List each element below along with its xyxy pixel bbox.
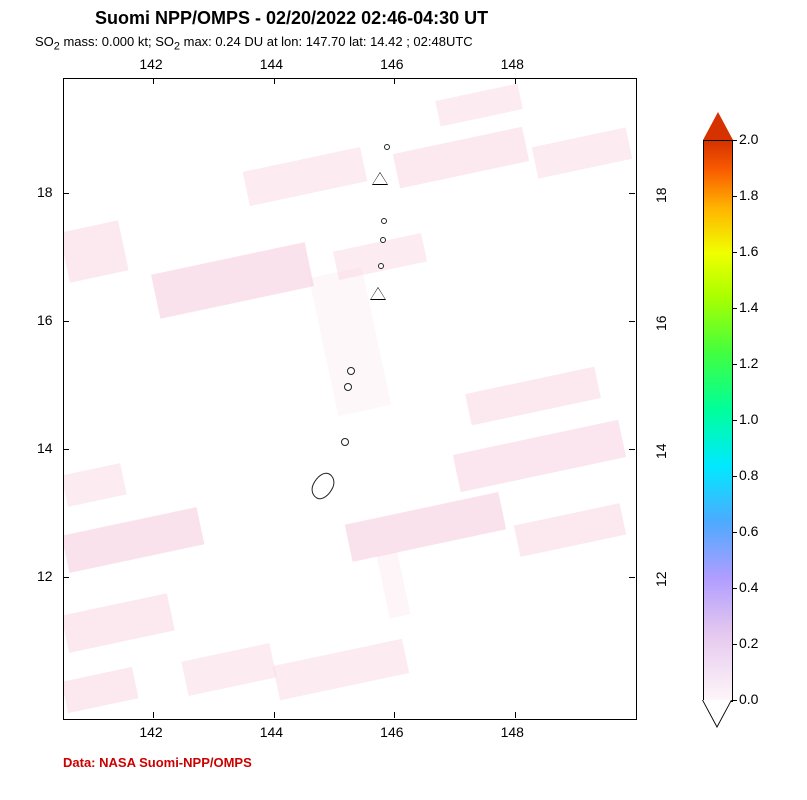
y-tick-mark-r: [629, 321, 635, 322]
guam-outline: [308, 469, 338, 503]
data-patch: [393, 126, 530, 188]
chart-subtitle: SO2 mass: 0.000 kt; SO2 max: 0.24 DU at …: [35, 34, 473, 53]
sub-p5: max: 0.24 DU at lon: 147.70 lat: 14.42 ;…: [180, 34, 473, 49]
colorbar-tick-mark: [732, 308, 737, 309]
y-tick-mark-r: [629, 577, 635, 578]
x-tick-mark: [515, 78, 516, 84]
colorbar-bottom-triangle-fill: [703, 700, 731, 726]
data-patch: [345, 492, 506, 562]
y-tick-mark: [63, 193, 69, 194]
island-dot: [384, 144, 390, 150]
x-tick-bottom: 142: [139, 724, 162, 740]
colorbar-tick-mark: [732, 588, 737, 589]
colorbar-tick-label: 0.0: [739, 691, 758, 707]
colorbar-tick-mark: [732, 532, 737, 533]
x-tick-top: 146: [380, 56, 403, 72]
x-tick-top: 144: [260, 56, 283, 72]
colorbar-tick-mark: [732, 252, 737, 253]
colorbar-tick-mark: [732, 644, 737, 645]
colorbar-tick-mark: [732, 420, 737, 421]
y-tick-left: 14: [37, 440, 53, 456]
y-tick-right: 18: [653, 188, 669, 204]
y-tick-right: 14: [653, 444, 669, 460]
y-tick-left: 12: [37, 568, 53, 584]
x-tick-top: 142: [139, 56, 162, 72]
volcano-triangle-icon: [373, 173, 387, 184]
data-patch: [436, 83, 524, 126]
colorbar-tick-mark: [732, 364, 737, 365]
x-tick-mark: [153, 78, 154, 84]
island-dot: [380, 237, 386, 243]
y-tick-mark: [63, 577, 69, 578]
x-tick-top: 148: [501, 56, 524, 72]
colorbar-tick-mark: [732, 140, 737, 141]
sub-p3: mass: 0.000 kt; SO: [60, 34, 174, 49]
colorbar-tick-label: 1.6: [739, 243, 758, 259]
data-patch: [63, 463, 127, 507]
colorbar-tick-mark: [732, 476, 737, 477]
y-tick-mark-r: [629, 193, 635, 194]
data-patch: [182, 643, 278, 696]
chart-title: Suomi NPP/OMPS - 02/20/2022 02:46-04:30 …: [95, 8, 488, 29]
x-tick-mark: [274, 712, 275, 718]
x-tick-bottom: 146: [380, 724, 403, 740]
colorbar-tick-mark: [732, 196, 737, 197]
colorbar-tick-label: 1.0: [739, 411, 758, 427]
data-patch: [151, 242, 313, 318]
sub-p1: SO: [35, 34, 54, 49]
island-dot: [381, 218, 387, 224]
x-tick-mark: [394, 78, 395, 84]
colorbar-tick-label: 0.6: [739, 523, 758, 539]
data-patch: [63, 667, 139, 713]
x-tick-bottom: 148: [501, 724, 524, 740]
data-patch: [377, 551, 411, 618]
data-patch: [513, 503, 626, 557]
island-dot: [341, 438, 349, 446]
data-patch: [63, 593, 175, 653]
y-tick-mark: [63, 321, 69, 322]
x-tick-mark: [515, 712, 516, 718]
x-tick-mark: [394, 712, 395, 718]
colorbar-tick-label: 1.8: [739, 187, 758, 203]
y-tick-left: 18: [37, 184, 53, 200]
data-patch: [273, 638, 410, 700]
y-tick-right: 16: [653, 316, 669, 332]
y-tick-right: 12: [653, 572, 669, 588]
x-tick-mark: [274, 78, 275, 84]
data-source-label: Data: NASA Suomi-NPP/OMPS: [63, 755, 252, 770]
x-tick-bottom: 144: [260, 724, 283, 740]
colorbar-top-triangle-icon: [703, 112, 733, 140]
y-tick-mark-r: [629, 449, 635, 450]
data-patch: [466, 366, 602, 425]
y-tick-mark: [63, 449, 69, 450]
colorbar-tick-mark: [732, 700, 737, 701]
data-patch: [63, 507, 205, 573]
data-patch: [242, 147, 367, 206]
colorbar-gradient: [703, 140, 733, 702]
data-patch: [63, 220, 129, 283]
data-patch: [453, 420, 626, 493]
colorbar-tick-label: 1.4: [739, 299, 758, 315]
colorbar-tick-label: 0.8: [739, 467, 758, 483]
colorbar-tick-label: 0.4: [739, 579, 758, 595]
colorbar-tick-label: 1.2: [739, 355, 758, 371]
volcano-triangle-icon: [371, 288, 385, 299]
island-dot: [378, 263, 384, 269]
data-patch: [531, 127, 632, 178]
x-tick-mark: [153, 712, 154, 718]
colorbar-tick-label: 0.2: [739, 635, 758, 651]
colorbar: 0.00.20.40.60.81.01.21.41.61.82.0PCA SO₂…: [703, 110, 793, 730]
map-plot-area: [63, 78, 637, 720]
y-tick-left: 16: [37, 312, 53, 328]
colorbar-tick-label: 2.0: [739, 131, 758, 147]
